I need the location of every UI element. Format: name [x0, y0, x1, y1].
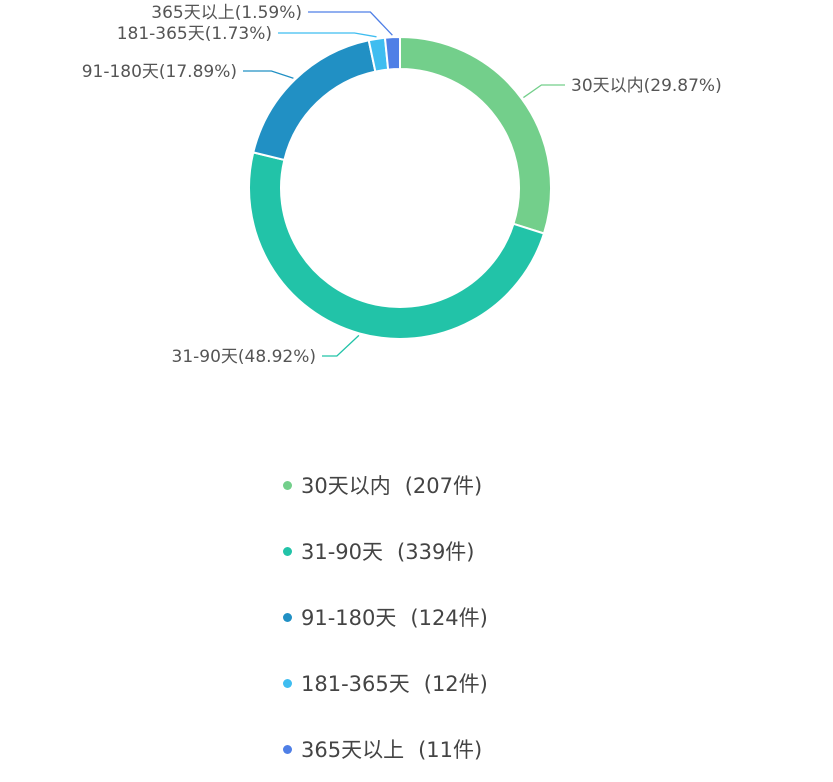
legend-label: 181-365天 [301, 672, 410, 696]
legend-count: (11件) [418, 738, 483, 762]
label-leader-lines [243, 11, 565, 357]
legend-count: (207件) [404, 474, 483, 498]
leader-line [308, 11, 393, 36]
slice-label: 181-365天(1.73%) [117, 24, 272, 44]
donut-slice[interactable] [383, 35, 401, 71]
legend-dot-icon [283, 744, 292, 754]
legend-count: (12件) [423, 672, 488, 696]
legend-count: (339件) [397, 540, 475, 564]
legend: 30天以内 (207件) 31-90天 (339件) 91-180天 (124件… [283, 452, 488, 782]
slice-label: 30天以内(29.87%) [571, 76, 722, 96]
legend-label: 30天以内 [301, 474, 391, 498]
legend-label: 91-180天 [301, 606, 397, 630]
legend-item-30-days[interactable]: 30天以内 (207件) [283, 452, 488, 518]
legend-item-31-90-days[interactable]: 31-90天 (339件) [283, 518, 488, 584]
leader-line [322, 334, 360, 357]
slice-label: 31-90天(48.92%) [172, 347, 316, 367]
legend-label: 31-90天 [301, 540, 384, 564]
slice-label: 365天以上(1.59%) [151, 3, 302, 23]
slice-labels: 30天以内(29.87%) 31-90天(48.92%) 91-180天(17.89… [82, 3, 722, 367]
slice-label: 91-180天(17.89%) [82, 62, 237, 82]
leader-line [243, 70, 294, 79]
legend-item-over-365-days[interactable]: 365天以上 (11件) [283, 716, 488, 782]
donut-slice[interactable] [252, 39, 377, 162]
legend-dot-icon [283, 678, 292, 688]
legend-dot-icon [283, 480, 292, 490]
leader-line [278, 32, 377, 38]
donut-slice[interactable] [248, 151, 546, 341]
donut-slice[interactable] [399, 35, 552, 235]
donut-chart: 30天以内(29.87%) 31-90天(48.92%) 91-180天(17.89… [82, 3, 722, 367]
legend-dot-icon [283, 546, 292, 556]
legend-item-91-180-days[interactable]: 91-180天 (124件) [283, 584, 488, 650]
donut-slices [248, 35, 552, 341]
leader-line [523, 84, 565, 99]
legend-label: 365天以上 [301, 738, 405, 762]
legend-dot-icon [283, 612, 292, 622]
legend-item-181-365-days[interactable]: 181-365天 (12件) [283, 650, 488, 716]
legend-count: (124件) [410, 606, 488, 630]
